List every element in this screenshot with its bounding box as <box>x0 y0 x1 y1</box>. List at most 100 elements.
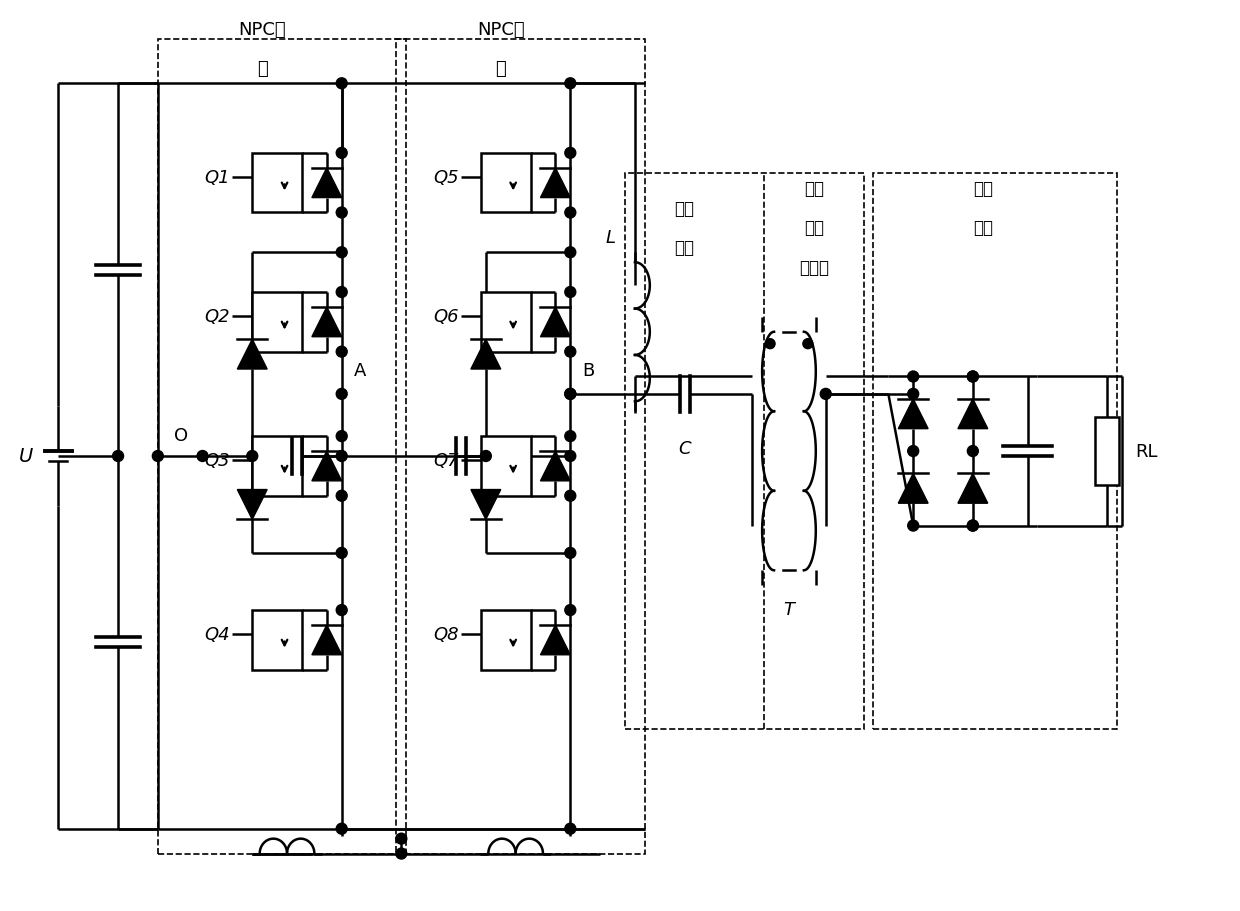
Bar <box>481 154 531 213</box>
Text: 电路: 电路 <box>972 220 993 237</box>
Circle shape <box>336 248 347 259</box>
Circle shape <box>565 451 575 462</box>
Circle shape <box>908 372 919 383</box>
Polygon shape <box>471 340 501 370</box>
Circle shape <box>967 520 978 531</box>
Circle shape <box>336 347 347 358</box>
Circle shape <box>336 605 347 616</box>
Text: Q1: Q1 <box>205 169 231 187</box>
Polygon shape <box>237 490 267 520</box>
Bar <box>397 39 645 854</box>
Circle shape <box>336 824 347 834</box>
Circle shape <box>336 431 347 442</box>
Circle shape <box>565 287 575 298</box>
Circle shape <box>802 339 812 349</box>
Text: Q8: Q8 <box>433 625 459 643</box>
Polygon shape <box>312 625 342 655</box>
Polygon shape <box>541 169 570 199</box>
Bar <box>873 173 1117 730</box>
Text: 隔离: 隔离 <box>804 220 823 237</box>
Polygon shape <box>312 452 342 481</box>
Circle shape <box>336 287 347 298</box>
Text: Q3: Q3 <box>205 452 231 469</box>
Circle shape <box>336 389 347 400</box>
Circle shape <box>197 451 208 462</box>
Circle shape <box>967 372 978 383</box>
Circle shape <box>153 451 164 462</box>
Circle shape <box>765 339 775 349</box>
Circle shape <box>336 491 347 502</box>
Bar <box>252 154 303 213</box>
Text: NPC桥: NPC桥 <box>477 21 525 38</box>
Polygon shape <box>959 399 988 429</box>
Text: Q5: Q5 <box>433 169 459 187</box>
Text: 网络: 网络 <box>675 239 694 257</box>
Circle shape <box>565 347 575 358</box>
Text: L: L <box>605 229 615 247</box>
Bar <box>252 292 303 353</box>
Bar <box>157 39 407 854</box>
Circle shape <box>967 520 978 531</box>
Text: U: U <box>20 447 33 466</box>
Polygon shape <box>541 625 570 655</box>
Text: Q6: Q6 <box>433 308 459 325</box>
Bar <box>1095 418 1120 485</box>
Text: 臂: 臂 <box>495 60 506 78</box>
Bar <box>481 436 531 496</box>
Text: 臂: 臂 <box>257 60 268 78</box>
Text: 整流: 整流 <box>972 179 993 198</box>
Polygon shape <box>471 490 501 520</box>
Circle shape <box>967 372 978 383</box>
Bar <box>481 292 531 353</box>
Circle shape <box>336 78 347 89</box>
Bar <box>481 610 531 670</box>
Circle shape <box>565 248 575 259</box>
Circle shape <box>565 491 575 502</box>
Circle shape <box>336 451 347 462</box>
Polygon shape <box>312 169 342 199</box>
Text: C: C <box>678 439 691 457</box>
Circle shape <box>565 431 575 442</box>
Text: T: T <box>784 600 795 619</box>
Polygon shape <box>898 399 928 429</box>
Circle shape <box>565 208 575 219</box>
Circle shape <box>565 824 575 834</box>
Circle shape <box>821 389 831 400</box>
Text: RL: RL <box>1135 443 1157 461</box>
Text: NPC桥: NPC桥 <box>238 21 286 38</box>
Circle shape <box>565 78 575 89</box>
Circle shape <box>565 148 575 159</box>
Circle shape <box>336 148 347 159</box>
Bar <box>252 436 303 496</box>
Circle shape <box>336 548 347 558</box>
Circle shape <box>565 389 575 400</box>
Text: Q2: Q2 <box>205 308 231 325</box>
Text: 高频: 高频 <box>804 179 823 198</box>
Circle shape <box>113 451 124 462</box>
Circle shape <box>396 848 407 859</box>
Circle shape <box>565 548 575 558</box>
Text: A: A <box>353 362 366 380</box>
Circle shape <box>565 605 575 616</box>
Circle shape <box>908 389 919 400</box>
Polygon shape <box>541 452 570 481</box>
Text: 谐振: 谐振 <box>675 200 694 218</box>
Text: Q7: Q7 <box>433 452 459 469</box>
Polygon shape <box>898 474 928 504</box>
Circle shape <box>908 446 919 457</box>
Circle shape <box>336 208 347 219</box>
Bar <box>625 173 863 730</box>
Polygon shape <box>312 308 342 337</box>
Text: B: B <box>583 362 594 380</box>
Text: O: O <box>174 426 187 445</box>
Circle shape <box>967 446 978 457</box>
Text: Q4: Q4 <box>205 625 231 643</box>
Circle shape <box>396 834 407 844</box>
Polygon shape <box>237 340 267 370</box>
Polygon shape <box>959 474 988 504</box>
Circle shape <box>565 389 575 400</box>
Circle shape <box>480 451 491 462</box>
Text: 变压器: 变压器 <box>799 259 828 277</box>
Circle shape <box>908 520 919 531</box>
Circle shape <box>247 451 258 462</box>
